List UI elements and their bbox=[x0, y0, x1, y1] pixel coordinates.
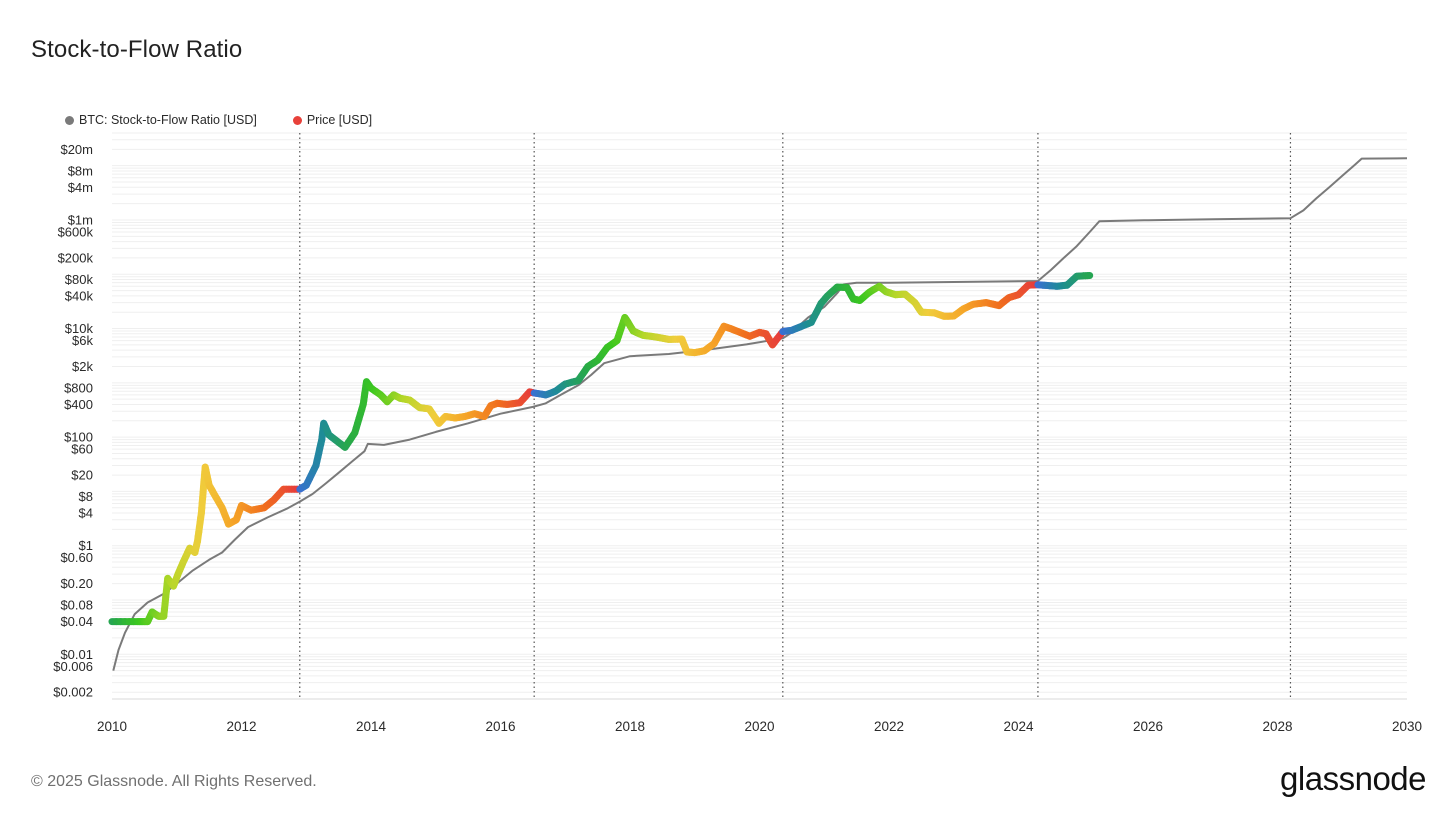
y-tick-label: $0.08 bbox=[60, 598, 93, 613]
x-tick-label: 2010 bbox=[97, 719, 127, 734]
x-tick-label: 2030 bbox=[1392, 719, 1422, 734]
legend-dot-icon bbox=[65, 115, 74, 125]
y-tick-label: $2k bbox=[72, 359, 93, 374]
y-tick-label: $600k bbox=[58, 225, 94, 240]
y-tick-label: $0.04 bbox=[60, 614, 93, 629]
y-tick-label: $6k bbox=[72, 333, 93, 348]
x-tick-label: 2024 bbox=[1003, 719, 1034, 734]
legend-item-price[interactable]: Price [USD] bbox=[292, 113, 373, 127]
y-tick-label: $4 bbox=[79, 506, 93, 521]
legend-item-s2f[interactable]: BTC: Stock-to-Flow Ratio [USD] bbox=[65, 113, 257, 127]
y-tick-label: $40k bbox=[65, 288, 94, 303]
series-price bbox=[108, 272, 1094, 626]
y-tick-label: $200k bbox=[58, 250, 94, 265]
y-tick-label: $0.01 bbox=[60, 647, 93, 662]
x-tick-label: 2016 bbox=[485, 719, 515, 734]
stock-to-flow-line bbox=[112, 157, 1408, 671]
legend-label-s2f: BTC: Stock-to-Flow Ratio [USD] bbox=[79, 113, 257, 127]
y-tick-label: $0.20 bbox=[60, 576, 93, 591]
series-stock-to-flow bbox=[112, 157, 1408, 671]
glassnode-logo[interactable]: glassnode bbox=[1280, 760, 1426, 797]
x-tick-label: 2012 bbox=[226, 719, 256, 734]
chart-title: Stock-to-Flow Ratio bbox=[31, 36, 243, 63]
y-tick-label: $20 bbox=[71, 468, 93, 483]
x-tick-label: 2014 bbox=[356, 719, 387, 734]
y-tick-label: $1m bbox=[68, 212, 93, 227]
y-tick-label: $8m bbox=[68, 163, 93, 178]
y-tick-label: $10k bbox=[65, 321, 94, 336]
y-tick-label: $0.002 bbox=[53, 685, 93, 700]
y-tick-label: $8 bbox=[79, 489, 93, 504]
y-tick-label: $0.60 bbox=[60, 550, 93, 565]
x-tick-label: 2018 bbox=[615, 719, 645, 734]
x-tick-label: 2020 bbox=[744, 719, 774, 734]
y-tick-label: $80k bbox=[65, 272, 94, 287]
y-axis-ticks: $20m $8m $4m $1m$600k $200k $80k$40k $10k$6k $2… bbox=[53, 142, 93, 700]
legend: BTC: Stock-to-Flow Ratio [USD] Price [US… bbox=[65, 113, 372, 127]
y-tick-label: $0.006 bbox=[53, 659, 93, 674]
x-axis-ticks: 2010 2012 2014 2016 2018 2020 2022 2024 2026 2028… bbox=[97, 719, 1422, 734]
y-tick-label: $20m bbox=[60, 142, 93, 157]
y-tick-label: $100 bbox=[64, 430, 93, 445]
legend-dot-icon bbox=[292, 115, 302, 125]
y-tick-label: $400 bbox=[64, 397, 93, 412]
y-tick-label: $4m bbox=[68, 180, 93, 195]
gridlines bbox=[112, 132, 1407, 700]
x-tick-label: 2028 bbox=[1262, 719, 1292, 734]
y-tick-label: $800 bbox=[64, 381, 93, 396]
x-tick-label: 2022 bbox=[874, 719, 904, 734]
y-tick-label: $60 bbox=[71, 442, 93, 457]
x-tick-label: 2026 bbox=[1133, 719, 1163, 734]
legend-label-price: Price [USD] bbox=[306, 113, 373, 127]
y-tick-label: $1 bbox=[79, 538, 93, 553]
copyright: © 2025 Glassnode. All Rights Reserved. bbox=[31, 773, 317, 790]
